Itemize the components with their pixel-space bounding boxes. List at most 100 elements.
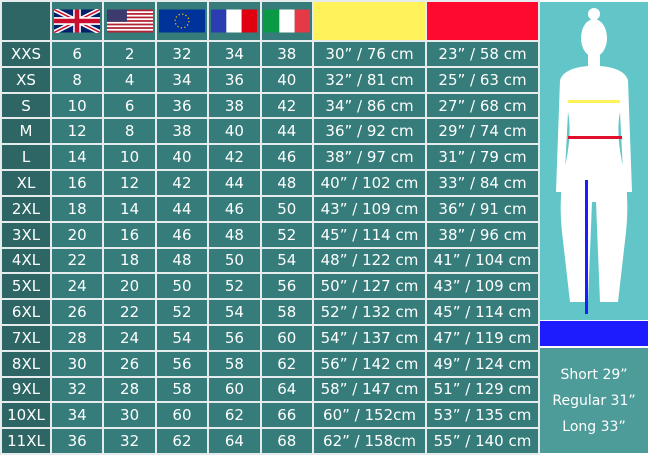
us-size: 26	[102, 349, 157, 378]
length-short: Short 29”	[560, 366, 628, 383]
eu-size: 32	[154, 40, 210, 68]
us-size: 4	[102, 65, 157, 94]
hip-measure: 60” / 152cm	[312, 401, 427, 430]
uk-size: 30	[49, 349, 105, 378]
size-label: 2XL	[0, 194, 52, 223]
fr-size: 50	[207, 246, 262, 275]
it-size: 60	[259, 323, 315, 352]
body-silhouette-icon	[556, 8, 632, 314]
us-size: 6	[102, 91, 157, 120]
it-size: 66	[259, 401, 315, 430]
it-size: 46	[259, 143, 315, 172]
inseam-lengths: Short 29” Regular 31” Long 33”	[540, 348, 648, 453]
waist-measure: 25” / 63 cm	[425, 65, 540, 94]
table-row: 4XL 22 18 48 50 54 48” / 122 cm 41” / 104 cm	[0, 246, 540, 275]
fr-size: 64	[207, 427, 262, 455]
eu-size: 44	[154, 194, 210, 223]
fr-size: 44	[207, 169, 262, 197]
us-size: 8	[102, 117, 157, 146]
us-size: 22	[102, 298, 157, 326]
waist-measure: 55” / 140 cm	[425, 427, 540, 455]
size-label: 6XL	[0, 298, 52, 326]
uk-size: 26	[49, 298, 105, 326]
uk-size: 12	[49, 117, 105, 146]
eu-size: 46	[154, 220, 210, 249]
body-figure-panel	[540, 2, 648, 320]
us-size: 18	[102, 246, 157, 275]
fr-size: 48	[207, 220, 262, 249]
size-label: 10XL	[0, 401, 52, 430]
eu-size: 52	[154, 298, 210, 326]
hip-measure: 50” / 127 cm	[312, 272, 427, 301]
uk-header	[49, 0, 105, 42]
it-size: 50	[259, 194, 315, 223]
fr-size: 58	[207, 349, 262, 378]
eu-size: 56	[154, 349, 210, 378]
eu-header	[154, 0, 210, 42]
us-size: 30	[102, 401, 157, 430]
fr-size: 42	[207, 143, 262, 172]
table-row: 11XL 36 32 62 64 68 62” / 158cm 55” / 140 cm	[0, 427, 540, 455]
table-row: 8XL 30 26 56 58 62 56” / 142 cm 49” / 124 cm	[0, 349, 540, 378]
eu-size: 40	[154, 143, 210, 172]
table-row: M 12 8 38 40 44 36” / 92 cm 29” / 74 cm	[0, 117, 540, 146]
waist-measure: 29” / 74 cm	[425, 117, 540, 146]
fr-size: 40	[207, 117, 262, 146]
size-label: 11XL	[0, 427, 52, 455]
eu-size: 60	[154, 401, 210, 430]
france-header	[207, 0, 262, 42]
uk-size: 36	[49, 427, 105, 455]
eu-size: 36	[154, 91, 210, 120]
hip-measure: 48” / 122 cm	[312, 246, 427, 275]
waist-line	[568, 136, 622, 139]
france-flag-icon	[211, 9, 258, 33]
us-flag-icon	[106, 9, 153, 33]
inseam-color-band	[540, 321, 648, 346]
it-size: 52	[259, 220, 315, 249]
fr-size: 38	[207, 91, 262, 120]
hip-measure: 58” / 147 cm	[312, 375, 427, 404]
hip-measure: 56” / 142 cm	[312, 349, 427, 378]
waist-measure: 27” / 68 cm	[425, 91, 540, 120]
table-row: XXS 6 2 32 34 38 30” / 76 cm 23” / 58 cm	[0, 40, 540, 68]
eu-size: 50	[154, 272, 210, 301]
table-row: 3XL 20 16 46 48 52 45” / 114 cm 38” / 96 cm	[0, 220, 540, 249]
us-size: 16	[102, 220, 157, 249]
table-row: XS 8 4 34 36 40 32” / 81 cm 25” / 63 cm	[0, 65, 540, 94]
us-size: 32	[102, 427, 157, 455]
size-label: 9XL	[0, 375, 52, 404]
table-row: 2XL 18 14 44 46 50 43” / 109 cm 36” / 91 cm	[0, 194, 540, 223]
size-label: 8XL	[0, 349, 52, 378]
header-row	[0, 0, 540, 42]
it-size: 44	[259, 117, 315, 146]
waist-measure: 41” / 104 cm	[425, 246, 540, 275]
table-row: 10XL 34 30 60 62 66 60” / 152cm 53” / 135 cm	[0, 401, 540, 430]
fr-size: 36	[207, 65, 262, 94]
size-table: XXS 6 2 32 34 38 30” / 76 cm 23” / 58 cm XS 8 4 34 3…	[0, 0, 540, 455]
size-label: XXS	[0, 40, 52, 68]
table-row: S 10 6 36 38 42 34” / 86 cm 27” / 68 cm	[0, 91, 540, 120]
table-row: XL 16 12 42 44 48 40” / 102 cm 33” / 84 cm	[0, 169, 540, 197]
hip-measure: 45” / 114 cm	[312, 220, 427, 249]
hip-measure: 52” / 132 cm	[312, 298, 427, 326]
size-label: XS	[0, 65, 52, 94]
hip-measure: 34” / 86 cm	[312, 91, 427, 120]
it-size: 62	[259, 349, 315, 378]
uk-size: 10	[49, 91, 105, 120]
eu-size: 58	[154, 375, 210, 404]
fr-size: 34	[207, 40, 262, 68]
eu-size: 34	[154, 65, 210, 94]
fr-size: 60	[207, 375, 262, 404]
us-size: 12	[102, 169, 157, 197]
table-row: L 14 10 40 42 46 38” / 97 cm 31” / 79 cm	[0, 143, 540, 172]
eu-size: 62	[154, 427, 210, 455]
us-size: 10	[102, 143, 157, 172]
it-size: 58	[259, 298, 315, 326]
size-label: XL	[0, 169, 52, 197]
waist-header	[425, 0, 540, 42]
table-row: 7XL 28 24 54 56 60 54” / 137 cm 47” / 119 cm	[0, 323, 540, 352]
fr-size: 54	[207, 298, 262, 326]
table-row: 9XL 32 28 58 60 64 58” / 147 cm 51” / 129 cm	[0, 375, 540, 404]
us-size: 28	[102, 375, 157, 404]
us-size: 2	[102, 40, 157, 68]
